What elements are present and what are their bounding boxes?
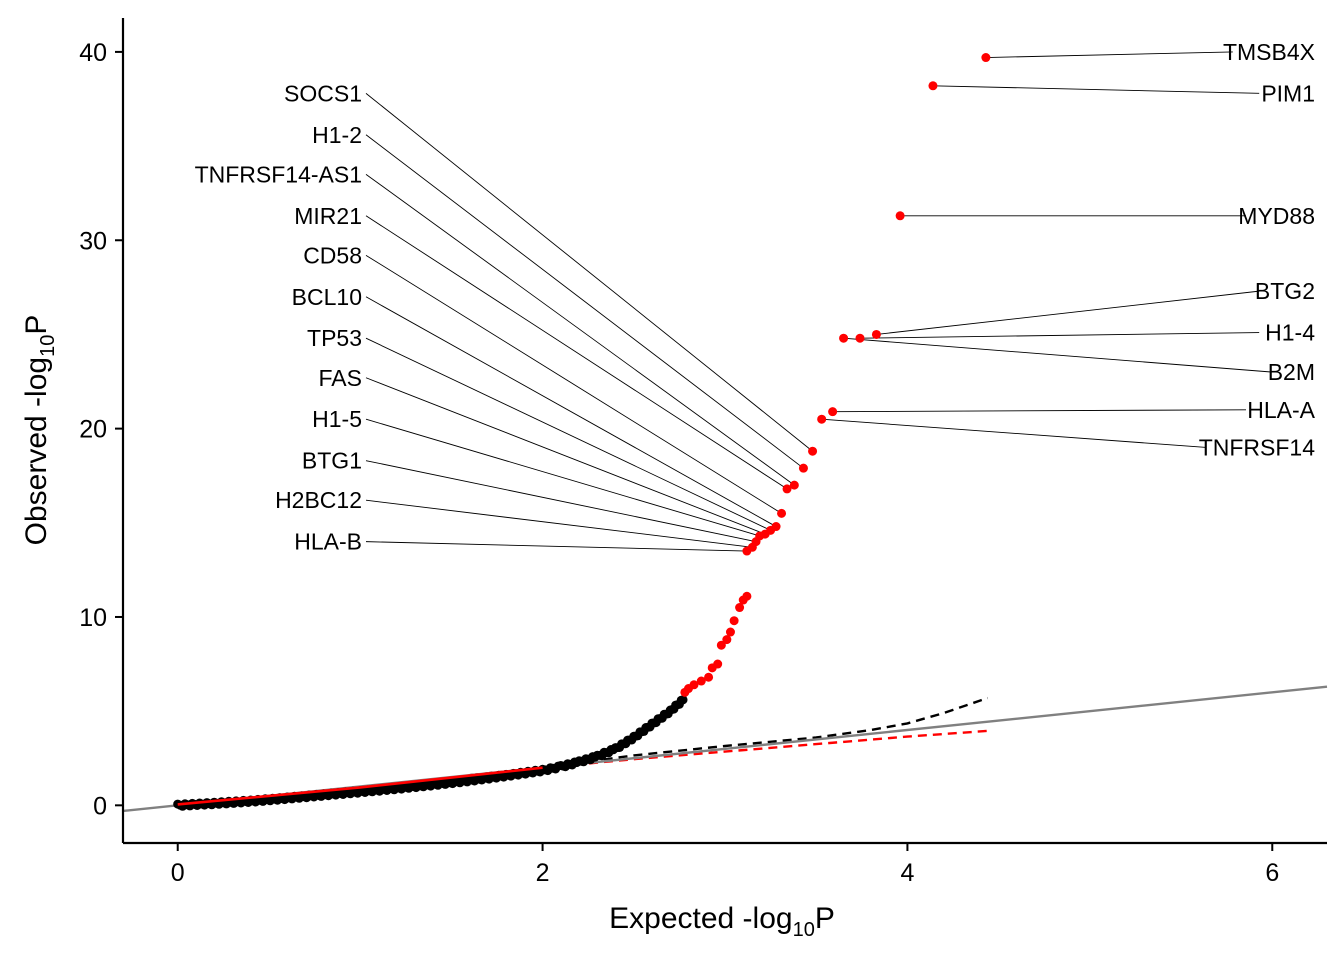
leader-line-tp53 xyxy=(365,337,771,531)
leader-line-bcl10 xyxy=(365,296,777,527)
leader-line-h2bc12 xyxy=(365,499,753,548)
red-trend-line xyxy=(177,766,543,806)
gene-labels: TMSB4X PIM1 MYD88 BTG2 H1-4 B2M HLA-A TNFRSF14 S… xyxy=(195,39,1316,555)
gene-label-b2m: B2M xyxy=(1268,359,1315,385)
gene-label-tnfrsf14-as1: TNFRSF14-AS1 xyxy=(195,161,362,187)
label-leader-lines xyxy=(365,51,1273,552)
gene-label-mir21: MIR21 xyxy=(294,203,362,229)
gene-label-h2bc12: H2BC12 xyxy=(275,487,362,513)
y-tick-label: 20 xyxy=(79,416,107,444)
gene-label-socs1: SOCS1 xyxy=(284,80,362,106)
gene-label-cd58: CD58 xyxy=(303,242,362,268)
x-axis-title: Expected -log10P xyxy=(609,902,835,941)
labeled-point-cd58 xyxy=(777,508,787,518)
leader-line-cd58 xyxy=(365,254,782,514)
significant-point xyxy=(722,635,732,645)
x-tick-label: 4 xyxy=(900,859,914,887)
significant-point xyxy=(696,676,706,686)
gene-label-h1-5: H1-5 xyxy=(312,406,362,432)
gene-label-bcl10: BCL10 xyxy=(292,284,362,310)
leader-line-socs1 xyxy=(365,92,813,452)
labeled-point-tnfrsf14-as1 xyxy=(789,480,799,490)
leader-line-b2m xyxy=(843,337,1273,373)
leader-line-btg2 xyxy=(876,290,1260,335)
leader-line-mir21 xyxy=(365,215,788,490)
gene-label-hla-a: HLA-A xyxy=(1247,397,1315,423)
significant-point xyxy=(742,591,752,601)
labeled-point-b2m xyxy=(839,333,849,343)
labeled-point-tmsb4x xyxy=(981,53,991,63)
y-tick-label: 0 xyxy=(93,792,107,820)
x-tick-label: 0 xyxy=(171,859,185,887)
significant-point xyxy=(716,640,726,650)
nonsignificant-points xyxy=(173,695,688,811)
leader-line-pim1 xyxy=(932,85,1260,94)
gene-label-hla-b: HLA-B xyxy=(294,529,362,555)
y-tick-label: 30 xyxy=(79,227,107,255)
labeled-point-mir21 xyxy=(782,484,792,494)
labeled-point-btg2 xyxy=(871,329,881,339)
leader-line-hla-a xyxy=(832,409,1247,413)
labeled-point-h1-4 xyxy=(855,333,865,343)
x-ticks: 0 2 4 6 xyxy=(171,843,1279,887)
labeled-point-h1-2 xyxy=(798,463,808,473)
leader-line-h1-2 xyxy=(365,134,804,469)
y-axis-title: Observed -log10P xyxy=(20,315,59,546)
labeled-point-myd88 xyxy=(895,211,905,221)
leader-line-hla-b xyxy=(365,541,747,552)
leader-line-tmsb4x xyxy=(985,51,1233,59)
significant-point xyxy=(729,616,739,626)
envelope-red-dashed xyxy=(469,729,988,777)
gene-label-pim1: PIM1 xyxy=(1261,80,1315,106)
x-tick-label: 2 xyxy=(536,859,550,887)
leader-line-btg1 xyxy=(365,460,757,543)
y-tick-label: 40 xyxy=(79,39,107,67)
leader-line-h1-5 xyxy=(365,418,760,537)
y-tick-label: 10 xyxy=(79,604,107,632)
gene-label-h1-2: H1-2 xyxy=(312,122,362,148)
gene-label-tnfrsf14: TNFRSF14 xyxy=(1199,434,1316,460)
leader-line-tnfrsf14 xyxy=(821,418,1207,448)
qq-point xyxy=(678,695,688,705)
labeled-point-pim1 xyxy=(928,81,938,91)
x-tick-label: 6 xyxy=(1265,859,1279,887)
labeled-point-socs1 xyxy=(808,446,818,456)
significant-lower-line xyxy=(177,766,543,806)
gene-label-btg1: BTG1 xyxy=(302,448,362,474)
labeled-point-hla-a xyxy=(828,407,838,417)
leader-line-h1-4 xyxy=(859,332,1260,339)
gene-label-h1-4: H1-4 xyxy=(1265,320,1315,346)
significant-point xyxy=(735,603,745,613)
axes xyxy=(121,18,1327,845)
significant-point xyxy=(689,680,699,690)
leader-line-fas xyxy=(365,377,766,535)
confidence-envelopes xyxy=(469,696,989,777)
gene-label-tmsb4x: TMSB4X xyxy=(1223,39,1315,65)
leader-line-tnfrsf14-as1 xyxy=(365,173,795,486)
significant-point xyxy=(725,627,735,637)
gene-label-myd88: MYD88 xyxy=(1238,203,1315,229)
y-ticks: 0 10 20 30 40 xyxy=(79,39,123,820)
significant-point xyxy=(713,659,723,669)
labeled-point-hla-b xyxy=(742,546,752,556)
gene-label-fas: FAS xyxy=(319,365,362,391)
gene-label-tp53: TP53 xyxy=(307,325,362,351)
significant-points xyxy=(680,53,991,697)
significant-point xyxy=(704,672,714,682)
envelope-black-dashed xyxy=(469,696,989,777)
labeled-point-tnfrsf14 xyxy=(817,414,827,424)
gene-label-btg2: BTG2 xyxy=(1255,278,1315,304)
